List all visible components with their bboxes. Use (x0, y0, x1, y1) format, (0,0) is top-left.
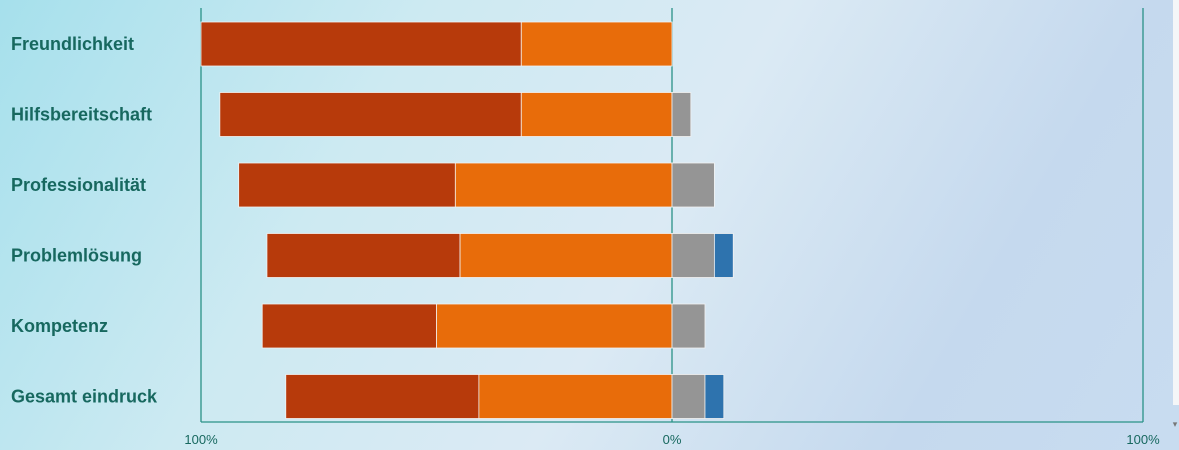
bar-segment-5-3 (704, 374, 725, 419)
x-tick-label-2: 100% (1126, 432, 1160, 447)
bar-segment-1-0 (219, 92, 522, 137)
grid-lines (200, 8, 1144, 423)
x-tick-label-1: 0% (663, 432, 682, 447)
bar-segment-3-0 (266, 233, 461, 278)
category-label-2: Professionalität (11, 175, 146, 195)
category-label-1: Hilfsbereitschaft (11, 105, 152, 125)
scrollbar[interactable] (1173, 0, 1179, 405)
scroll-down-arrow-icon[interactable]: ▾ (1172, 420, 1178, 430)
bar-segment-1-1 (520, 92, 673, 137)
bar-segment-2-0 (238, 162, 456, 208)
bar-segment-4-1 (436, 303, 673, 349)
bar-segment-2-2 (671, 162, 715, 208)
bar-segment-3-2 (671, 233, 715, 278)
bars (200, 21, 734, 419)
bar-segment-5-1 (478, 374, 673, 419)
category-labels: Freundlichkeit Hilfsbereitschaft Professio… (11, 34, 158, 407)
category-label-4: Kompetenz (11, 316, 108, 336)
category-label-0: Freundlichkeit (11, 34, 134, 54)
category-label-5: Gesamt eindruck (11, 387, 158, 407)
bar-segment-0-1 (520, 21, 673, 67)
bar-segment-5-0 (285, 374, 480, 419)
category-label-3: Problemlösung (11, 246, 142, 266)
bar-segment-4-2 (671, 303, 706, 349)
bar-segment-5-2 (671, 374, 706, 419)
bar-segment-3-3 (713, 233, 734, 278)
x-tick-labels: 100% 0% 100% (184, 432, 1160, 447)
bar-segment-4-0 (261, 303, 437, 349)
x-tick-label-0: 100% (184, 432, 218, 447)
bar-segment-1-2 (671, 92, 692, 137)
bar-segment-0-0 (200, 21, 522, 67)
bar-segment-2-1 (454, 162, 673, 208)
bar-segment-3-1 (459, 233, 673, 278)
